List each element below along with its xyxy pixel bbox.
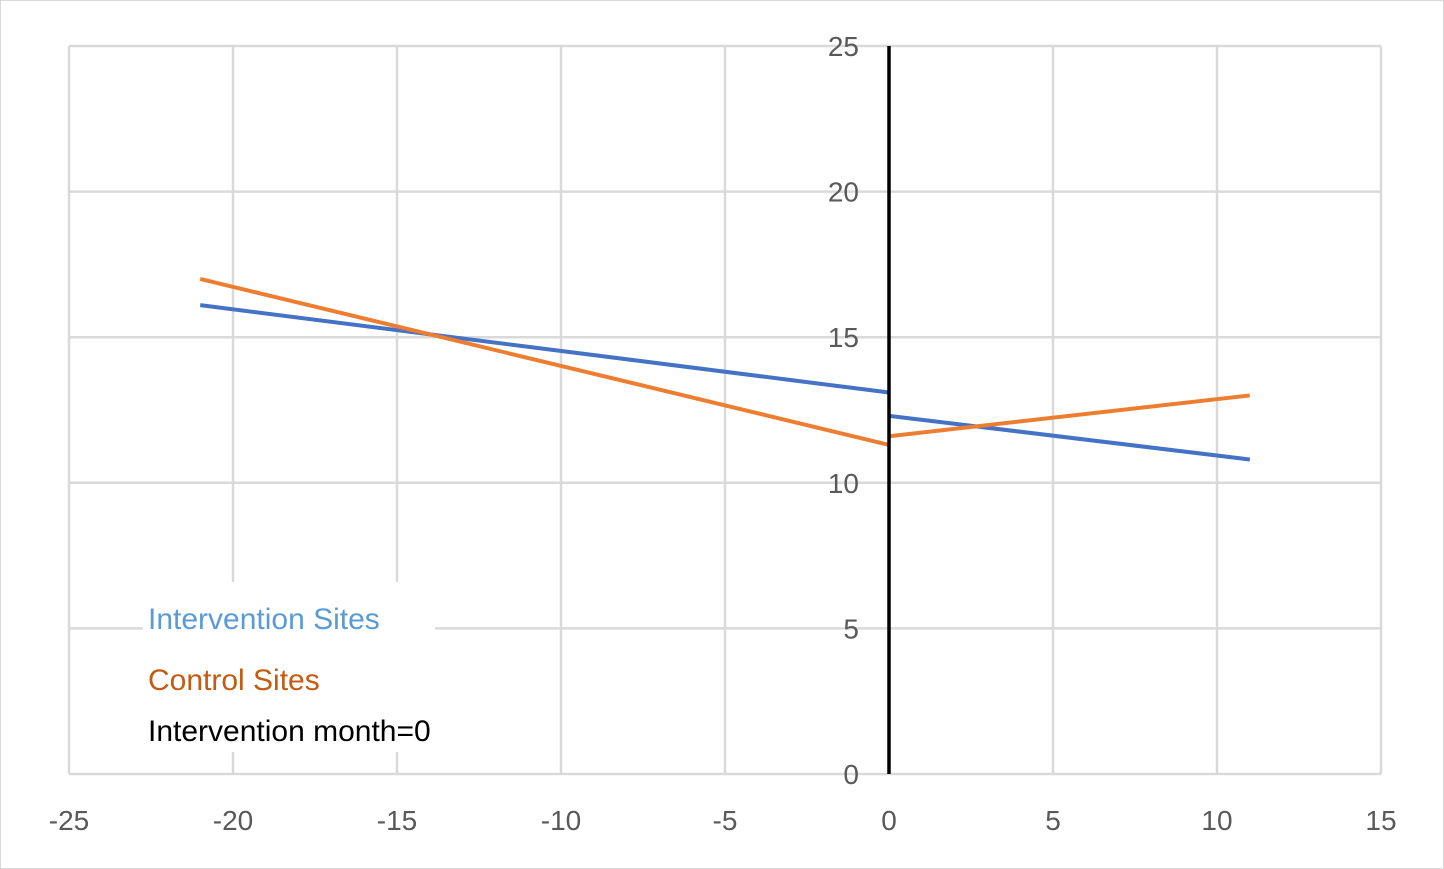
y-tick-label: 25: [828, 31, 859, 62]
y-tick-label: 0: [843, 759, 859, 790]
y-tick-label: 20: [828, 177, 859, 208]
legend-entry-intervention-sites: Intervention Sites: [148, 603, 380, 636]
y-tick-label: 10: [828, 468, 859, 499]
x-tick-label: 10: [1201, 805, 1232, 836]
intervention-sites-line-segment-2: [888, 413, 1251, 462]
control-sites-line-segment-1: [199, 277, 890, 447]
x-tick-label: -10: [541, 805, 581, 836]
x-tick-label: -15: [377, 805, 417, 836]
x-tick-label: 5: [1045, 805, 1061, 836]
legend-entry-intervention-month: Intervention month=0: [148, 715, 431, 748]
x-axis-tick-labels: -25 -20 -15 -10 -5 0 5 10 15: [49, 805, 1397, 836]
legend-background: [143, 582, 435, 752]
legend-entry-control-sites: Control Sites: [148, 664, 320, 697]
intervention-sites-line-segment-1: [199, 303, 890, 395]
x-tick-label: 15: [1365, 805, 1396, 836]
x-tick-label: -20: [213, 805, 253, 836]
x-tick-label: -25: [49, 805, 89, 836]
gridlines: [67, 44, 1383, 776]
x-tick-label: -5: [713, 805, 738, 836]
control-sites-line-segment-2: [888, 393, 1251, 439]
legend: Intervention Sites Control Sites Interve…: [143, 582, 435, 752]
y-tick-label: 5: [843, 613, 859, 644]
x-tick-label: 0: [881, 805, 897, 836]
y-tick-label: 15: [828, 322, 859, 353]
y-axis-tick-labels: 0 5 10 15 20 25: [828, 31, 859, 790]
series-lines: [199, 277, 1251, 462]
